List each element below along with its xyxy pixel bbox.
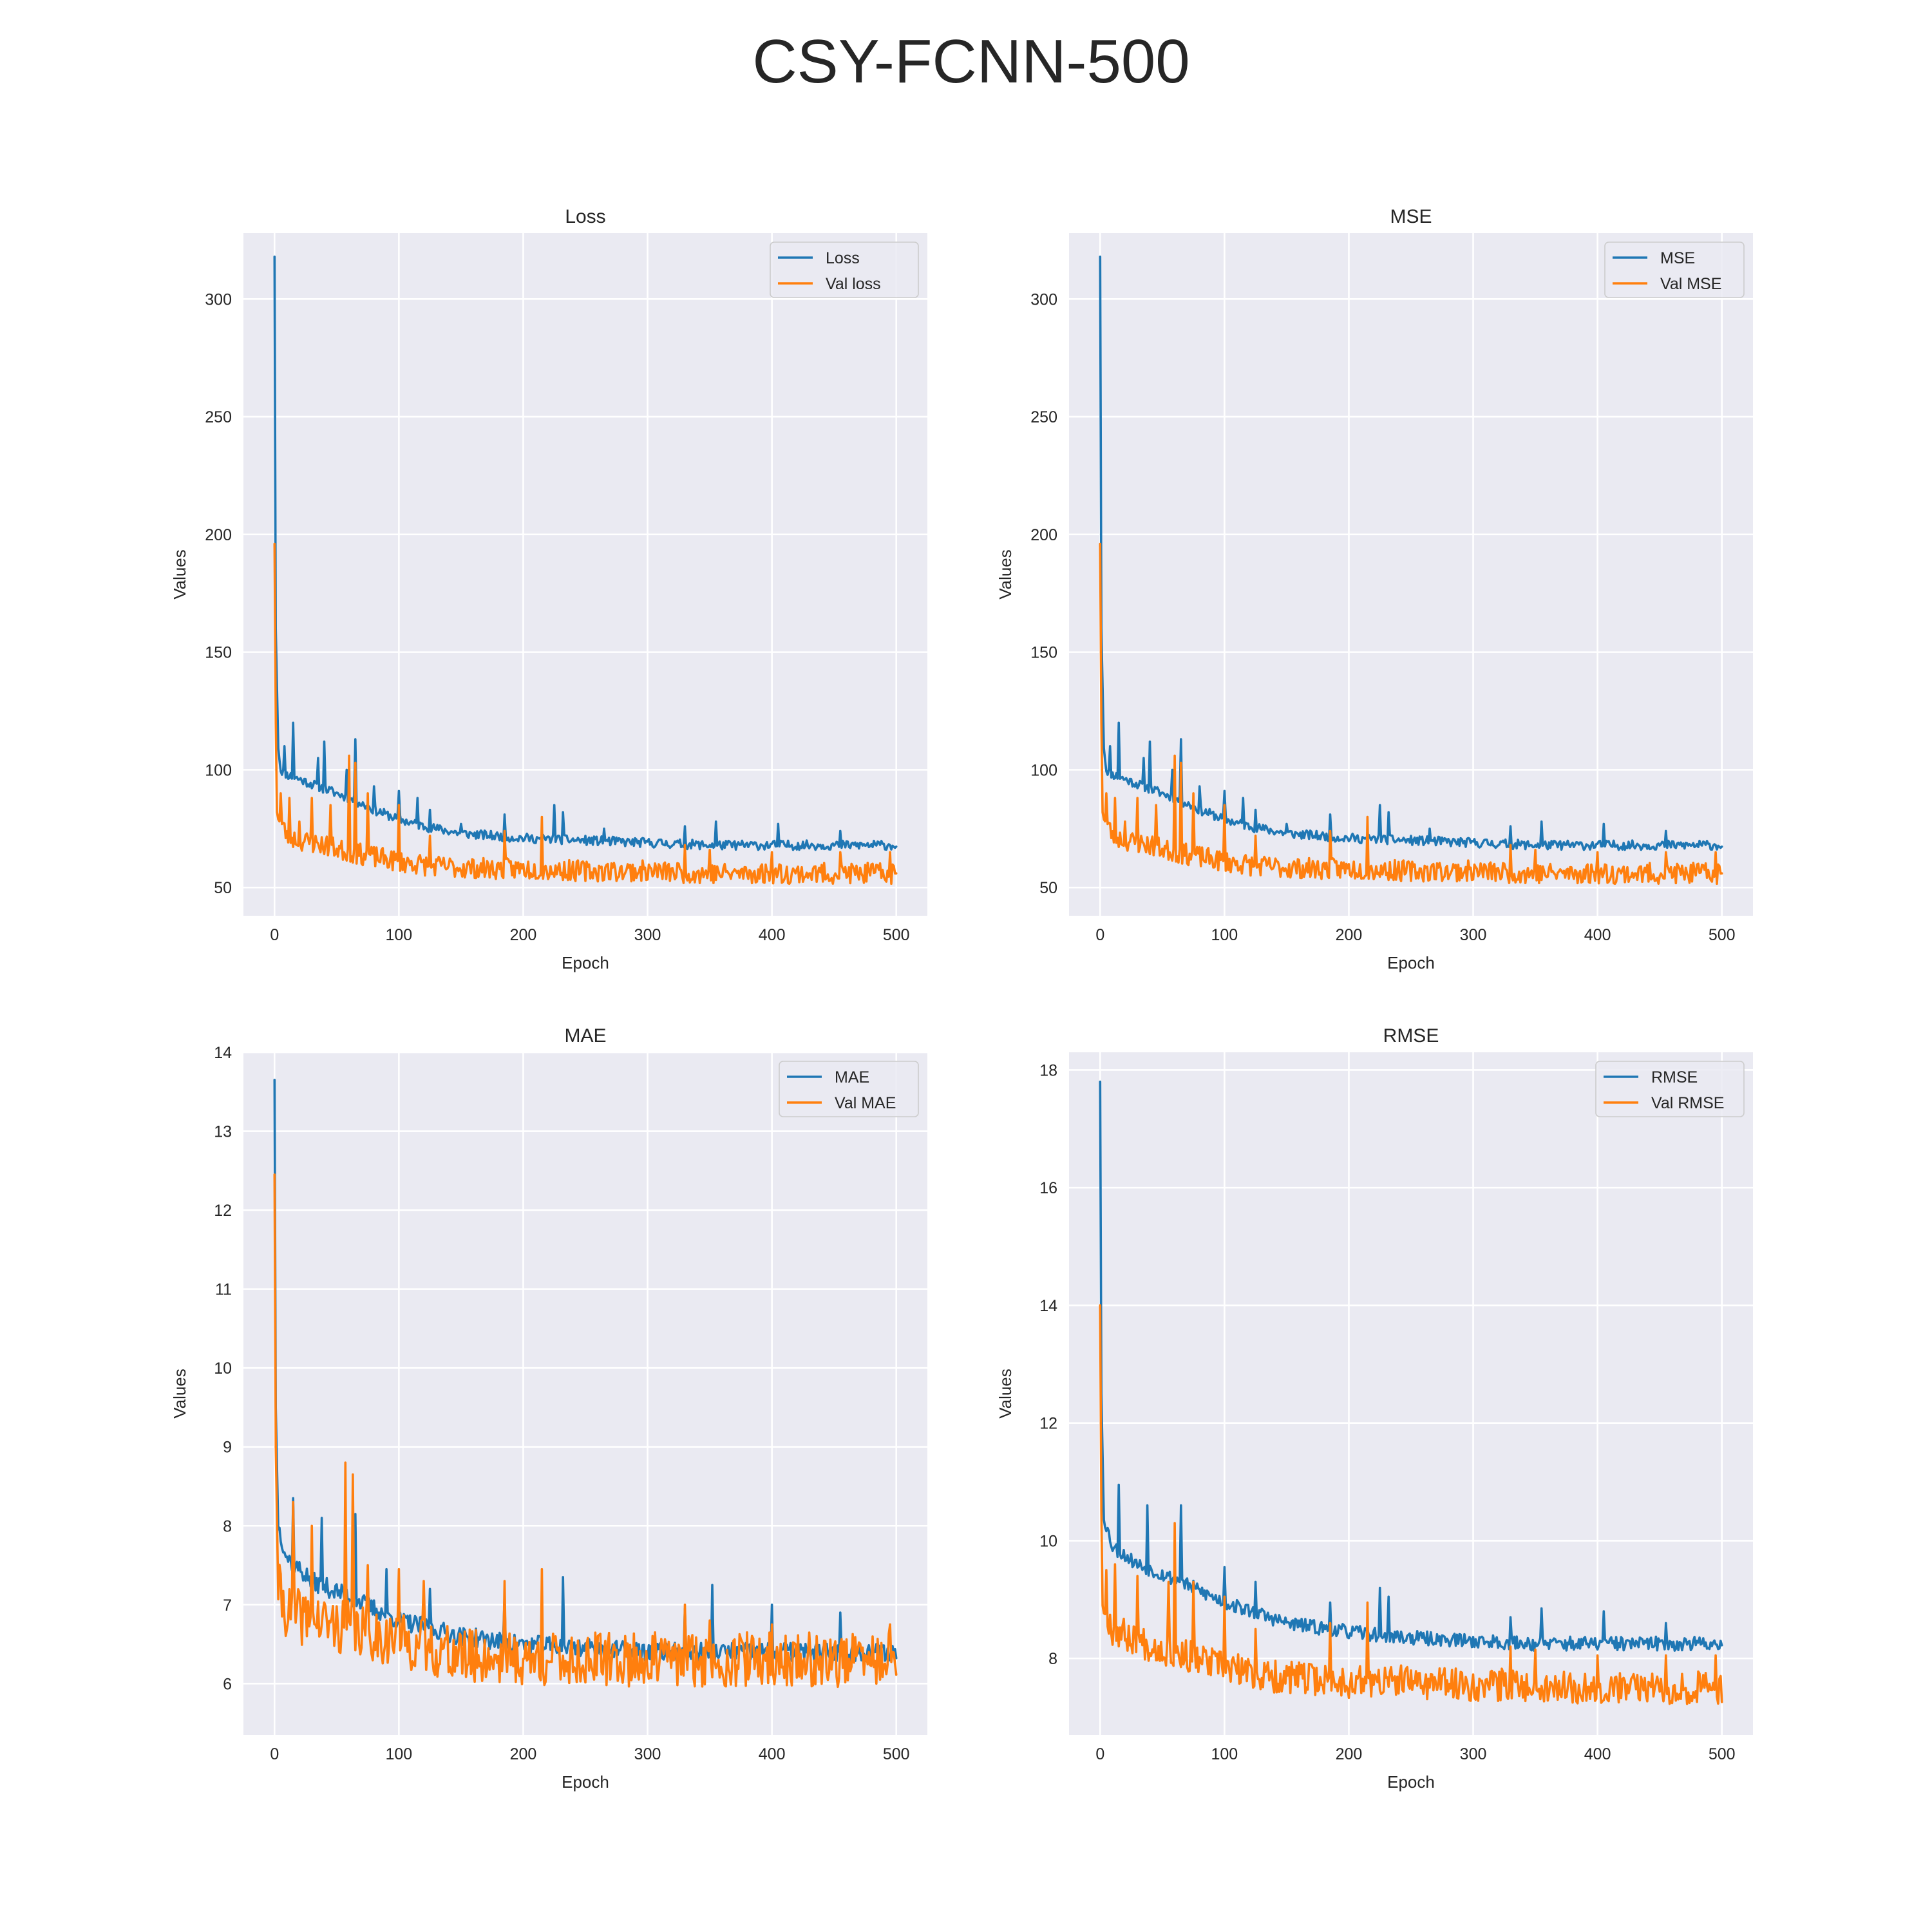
y-tick-label: 10 (1039, 1532, 1057, 1550)
x-tick-label: 200 (1336, 1745, 1363, 1763)
y-tick-label: 150 (205, 644, 232, 662)
legend-label: Loss (826, 249, 860, 267)
series-group (273, 1079, 898, 1689)
y-tick-label: 250 (1030, 408, 1057, 426)
x-axis-label: Epoch (562, 1772, 609, 1792)
subplot-mse: 0 100 200 300 400 500 50 100 150 200 250 300 MSE Epoc… (996, 206, 1753, 972)
y-tick-label: 100 (1030, 761, 1057, 779)
series-line-val-loss (273, 542, 898, 886)
y-axis-label: Values (996, 549, 1015, 600)
x-tick-label: 400 (1584, 926, 1611, 944)
y-tick-label: 7 (223, 1596, 232, 1615)
x-tick-label: 500 (883, 1745, 910, 1763)
legend-label: MAE (835, 1068, 869, 1086)
y-tick-label: 10 (214, 1359, 232, 1378)
subplot-title: MAE (564, 1025, 606, 1046)
y-tick-label: 8 (1048, 1650, 1057, 1668)
x-tick-label: 300 (634, 1745, 661, 1763)
y-axis-label: Values (996, 1368, 1015, 1419)
y-tick-label: 16 (1039, 1179, 1057, 1197)
x-tick-label: 500 (1709, 926, 1736, 944)
y-tick-label: 14 (214, 1044, 232, 1062)
y-tick-label: 150 (1030, 644, 1057, 662)
legend-label: RMSE (1651, 1068, 1698, 1086)
x-tick-label: 0 (270, 1745, 279, 1763)
legend-label: Val MAE (835, 1094, 896, 1112)
x-tick-label: 300 (1460, 1745, 1487, 1763)
y-tick-label: 13 (214, 1123, 232, 1141)
y-axis-label: Values (170, 1368, 189, 1419)
x-tick-label: 0 (270, 926, 279, 944)
series-line-val-mae (273, 1173, 898, 1689)
legend: Loss Val loss (770, 242, 919, 298)
y-tick-label: 200 (205, 526, 232, 544)
subplot-title: MSE (1390, 206, 1432, 227)
y-tick-label: 300 (205, 290, 232, 308)
subplot-rmse: 0 100 200 300 400 500 8 10 12 14 16 18 RMSE Epoch Valu… (996, 1025, 1753, 1792)
legend-label: Val RMSE (1651, 1094, 1724, 1112)
x-axis-label: Epoch (1387, 953, 1435, 972)
subplot-grid: 0 100 200 300 400 50050100150200250300LossEpo… (170, 206, 1753, 1792)
x-tick-label: 400 (759, 1745, 786, 1763)
x-axis-label: Epoch (562, 953, 609, 972)
series-group (1099, 1080, 1723, 1705)
y-tick-label: 12 (1039, 1415, 1057, 1433)
x-tick-label: 0 (1095, 1745, 1104, 1763)
x-axis-label: Epoch (1387, 1772, 1435, 1792)
y-tick-label: 200 (1030, 526, 1057, 544)
x-tick-label: 100 (386, 926, 413, 944)
legend-label: Val loss (826, 275, 881, 293)
x-tick-label: 500 (1709, 1745, 1736, 1763)
plot-area (243, 1052, 927, 1735)
x-tick-label: 300 (634, 926, 661, 944)
x-tick-label: 100 (1211, 1745, 1238, 1763)
series-line-rmse (1099, 1080, 1723, 1652)
x-tick-label: 300 (1460, 926, 1487, 944)
series-group (273, 255, 898, 886)
legend-label: Val MSE (1660, 275, 1721, 293)
y-tick-label: 50 (214, 879, 232, 897)
x-tick-label: 200 (1336, 926, 1363, 944)
subplot-mae: 0 100 200 300 400 500 6 7 8 9 10 11 12 13 14 MAE Epoch Va… (170, 1025, 927, 1792)
series-line-mse (1099, 255, 1723, 851)
plot-area (1069, 233, 1753, 916)
y-tick-label: 50 (1039, 879, 1057, 897)
x-tick-label: 200 (510, 926, 537, 944)
legend: MAE Val MAE (779, 1061, 919, 1117)
y-tick-label: 14 (1039, 1297, 1057, 1315)
y-tick-label: 100 (205, 761, 232, 779)
subplot-loss: 0 100 200 300 400 500 50 100 150 200 250 300 Loss Epo… (170, 206, 927, 972)
subplot-title: Loss (565, 206, 605, 227)
x-tick-label: 400 (1584, 1745, 1611, 1763)
y-tick-label: 9 (223, 1439, 232, 1457)
subplot-title: RMSE (1383, 1025, 1439, 1046)
y-tick-label: 8 (223, 1517, 232, 1535)
figure-title: CSY-FCNN-500 (752, 27, 1189, 96)
y-tick-label: 6 (223, 1675, 232, 1693)
x-tick-label: 100 (1211, 926, 1238, 944)
y-tick-label: 11 (215, 1281, 232, 1299)
series-line-loss (273, 255, 898, 851)
y-tick-label: 300 (1030, 290, 1057, 308)
y-tick-label: 250 (205, 408, 232, 426)
x-tick-label: 100 (386, 1745, 413, 1763)
legend-label: MSE (1660, 249, 1695, 267)
plot-area (1069, 1052, 1753, 1735)
x-tick-label: 500 (883, 926, 910, 944)
y-axis-label: Values (170, 549, 189, 600)
y-tick-label: 18 (1039, 1061, 1057, 1079)
series-line-val-rmse (1099, 1304, 1723, 1705)
x-tick-label: 400 (759, 926, 786, 944)
series-group (1099, 255, 1723, 886)
plot-area (243, 233, 927, 916)
y-tick-label: 12 (214, 1202, 232, 1220)
legend: RMSE Val RMSE (1595, 1061, 1745, 1117)
x-tick-label: 0 (1095, 926, 1104, 944)
x-tick-label: 200 (510, 1745, 537, 1763)
legend: MSE Val MSE (1604, 242, 1745, 298)
series-line-val-mse (1099, 542, 1723, 886)
